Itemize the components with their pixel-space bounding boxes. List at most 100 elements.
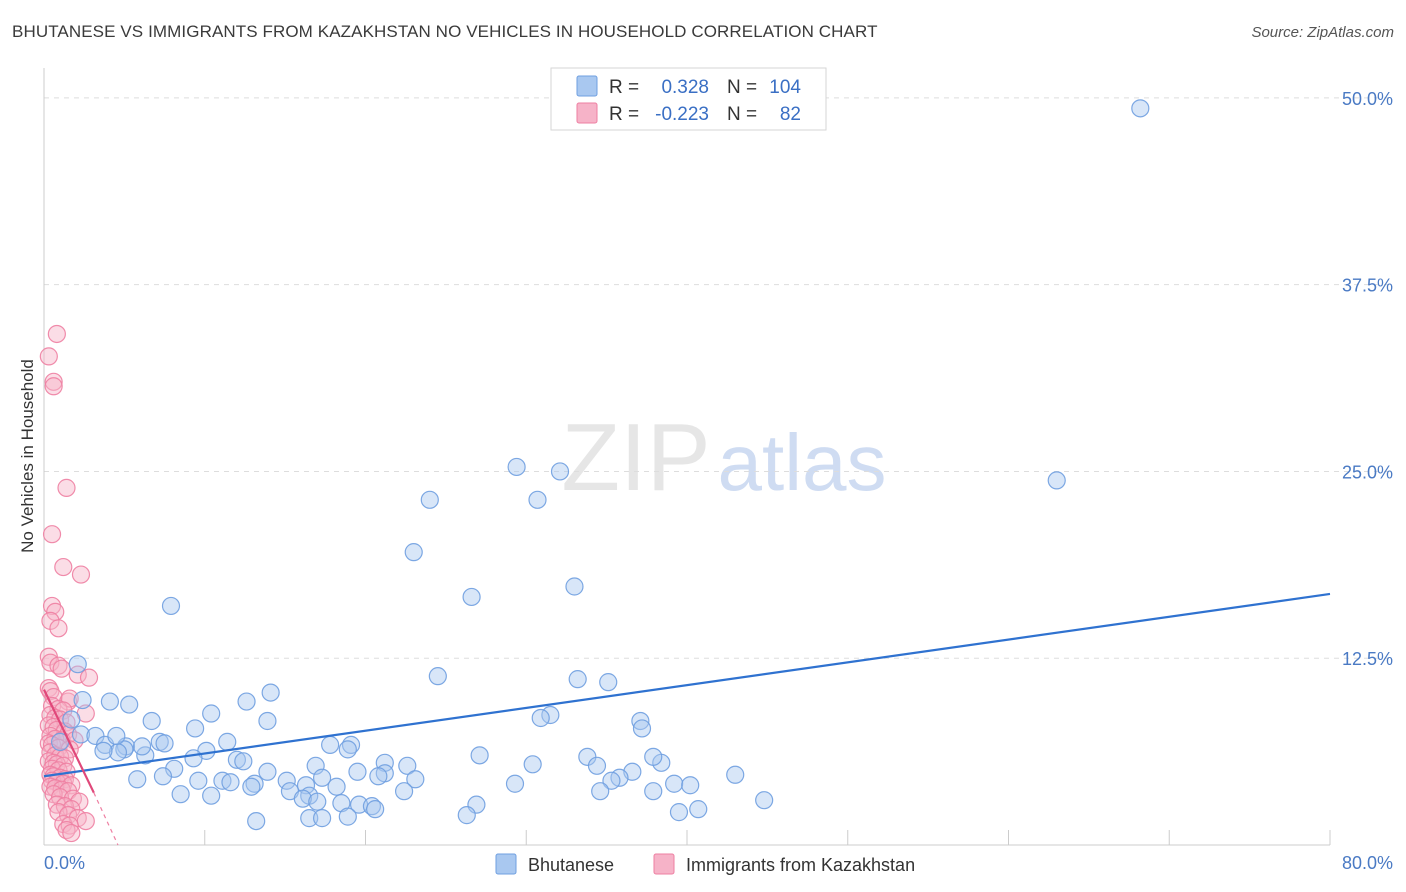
bhutanese-point bbox=[184, 749, 203, 768]
bhutanese-point bbox=[94, 741, 113, 760]
legend-n-label-bhutanese: N = bbox=[727, 77, 757, 98]
legend-n-value-kazakhstan: 82 bbox=[780, 104, 801, 125]
bhutanese-point bbox=[100, 692, 120, 711]
series-legend-swatch-kazakhstan bbox=[653, 853, 675, 875]
bhutanese-point bbox=[631, 711, 650, 731]
bhutanese-point bbox=[665, 774, 684, 793]
legend-r-value-kazakhstan: -0.223 bbox=[655, 104, 709, 125]
bhutanese-point bbox=[155, 734, 174, 753]
bhutanese-point bbox=[237, 692, 256, 711]
grid-lines bbox=[44, 97, 1393, 659]
bhutanese-point bbox=[261, 683, 280, 702]
bhutanese-point bbox=[293, 789, 312, 808]
bhutanese-point bbox=[202, 704, 221, 723]
y-tick-label: 50.0% bbox=[1342, 89, 1393, 109]
bhutanese-point bbox=[202, 786, 221, 805]
legend-swatch-bhutanese bbox=[576, 75, 598, 97]
bhutanese-point bbox=[258, 762, 277, 781]
bhutanese-point bbox=[68, 655, 87, 674]
chart-title: BHUTANESE VS IMMIGRANTS FROM KAZAKHSTAN … bbox=[12, 22, 878, 41]
bhutanese-point bbox=[1131, 99, 1150, 118]
bhutanese-point bbox=[644, 782, 663, 801]
series-kazakhstan-points bbox=[39, 324, 99, 843]
legend-swatch-kazakhstan bbox=[576, 102, 598, 124]
bhutanese-point bbox=[221, 773, 240, 792]
kazakhstan-point bbox=[49, 619, 68, 638]
bhutanese-point bbox=[632, 719, 652, 738]
bhutanese-point bbox=[189, 771, 208, 790]
stats-legend: R = 0.328 N = 104 R = -0.223 N = 82 bbox=[550, 67, 827, 131]
series-legend-swatch-bhutanese bbox=[495, 853, 517, 875]
bhutanese-point bbox=[234, 752, 253, 771]
x-tick-label-min: 0.0% bbox=[44, 853, 85, 873]
legend-r-label-bhutanese: R = bbox=[609, 77, 639, 98]
kazakhstan-point bbox=[57, 478, 76, 497]
bhutanese-point bbox=[132, 737, 152, 756]
bhutanese-trend-line bbox=[43, 592, 1331, 778]
bhutanese-point bbox=[505, 774, 525, 793]
bhutanese-point bbox=[644, 747, 663, 766]
bhutanese-point bbox=[602, 771, 621, 790]
x-tick-label-max: 80.0% bbox=[1342, 853, 1393, 873]
bhutanese-point bbox=[308, 792, 327, 811]
kazakhstan-point bbox=[76, 811, 95, 831]
bhutanese-point bbox=[218, 732, 237, 751]
bhutanese-point bbox=[587, 756, 607, 775]
kazakhstan-point bbox=[39, 347, 58, 366]
bhutanese-point bbox=[591, 782, 610, 801]
series-legend-label-kazakhstan: Immigrants from Kazakhstan bbox=[686, 855, 915, 875]
bhutanese-point bbox=[321, 735, 340, 754]
bhutanese-point bbox=[428, 667, 447, 686]
legend-n-value-bhutanese: 104 bbox=[769, 77, 801, 98]
bhutanese-point bbox=[550, 462, 570, 481]
bhutanese-point bbox=[726, 765, 745, 784]
y-tick-label: 37.5% bbox=[1342, 276, 1393, 296]
kazakhstan-point bbox=[79, 668, 99, 687]
y-axis-label: No Vehicles in Household bbox=[18, 359, 37, 553]
bhutanese-point bbox=[599, 673, 618, 692]
kazakhstan-point bbox=[44, 372, 63, 391]
source-credit: Source: ZipAtlas.com bbox=[1251, 24, 1394, 41]
bhutanese-point bbox=[507, 457, 526, 477]
bhutanese-point bbox=[171, 785, 190, 804]
bhutanese-point bbox=[369, 767, 388, 786]
kazakhstan-point bbox=[42, 525, 62, 544]
bhutanese-point bbox=[245, 774, 264, 793]
bhutanese-point bbox=[755, 791, 774, 810]
kazakhstan-trend-extension bbox=[93, 792, 119, 846]
kazakhstan-point bbox=[52, 659, 71, 678]
x-tick-marks bbox=[204, 830, 1331, 845]
y-tick-label: 25.0% bbox=[1342, 462, 1393, 482]
bhutanese-point bbox=[142, 711, 161, 731]
bhutanese-point bbox=[348, 762, 367, 781]
bhutanese-point bbox=[462, 587, 481, 607]
bhutanese-point bbox=[457, 806, 476, 825]
kazakhstan-point bbox=[62, 823, 81, 843]
bhutanese-point bbox=[394, 782, 414, 801]
bhutanese-point bbox=[528, 490, 547, 509]
bhutanese-point bbox=[338, 807, 357, 826]
bhutanese-point bbox=[227, 750, 246, 769]
kazakhstan-point bbox=[49, 656, 68, 675]
bhutanese-point bbox=[153, 767, 173, 786]
bhutanese-point bbox=[277, 771, 296, 790]
bhutanese-point bbox=[398, 756, 417, 775]
bhutanese-point bbox=[327, 777, 346, 796]
watermark-atlas: atlas bbox=[718, 418, 887, 507]
bhutanese-point bbox=[247, 811, 266, 831]
bhutanese-point bbox=[404, 543, 423, 562]
y-tick-labels: 12.5% 25.0% 37.5% 50.0% bbox=[1342, 89, 1393, 669]
kazakhstan-point bbox=[71, 565, 91, 584]
bhutanese-point bbox=[470, 746, 489, 765]
bhutanese-point bbox=[565, 577, 584, 596]
bhutanese-point bbox=[312, 809, 332, 828]
series-bhutanese-points bbox=[50, 99, 1150, 831]
bhutanese-point bbox=[338, 740, 357, 759]
bhutanese-point bbox=[242, 777, 261, 796]
bhutanese-point bbox=[300, 809, 319, 828]
bhutanese-point bbox=[366, 800, 385, 819]
trend-lines bbox=[43, 592, 1331, 846]
bhutanese-point bbox=[568, 670, 587, 689]
series-legend-label-bhutanese: Bhutanese bbox=[528, 855, 614, 875]
